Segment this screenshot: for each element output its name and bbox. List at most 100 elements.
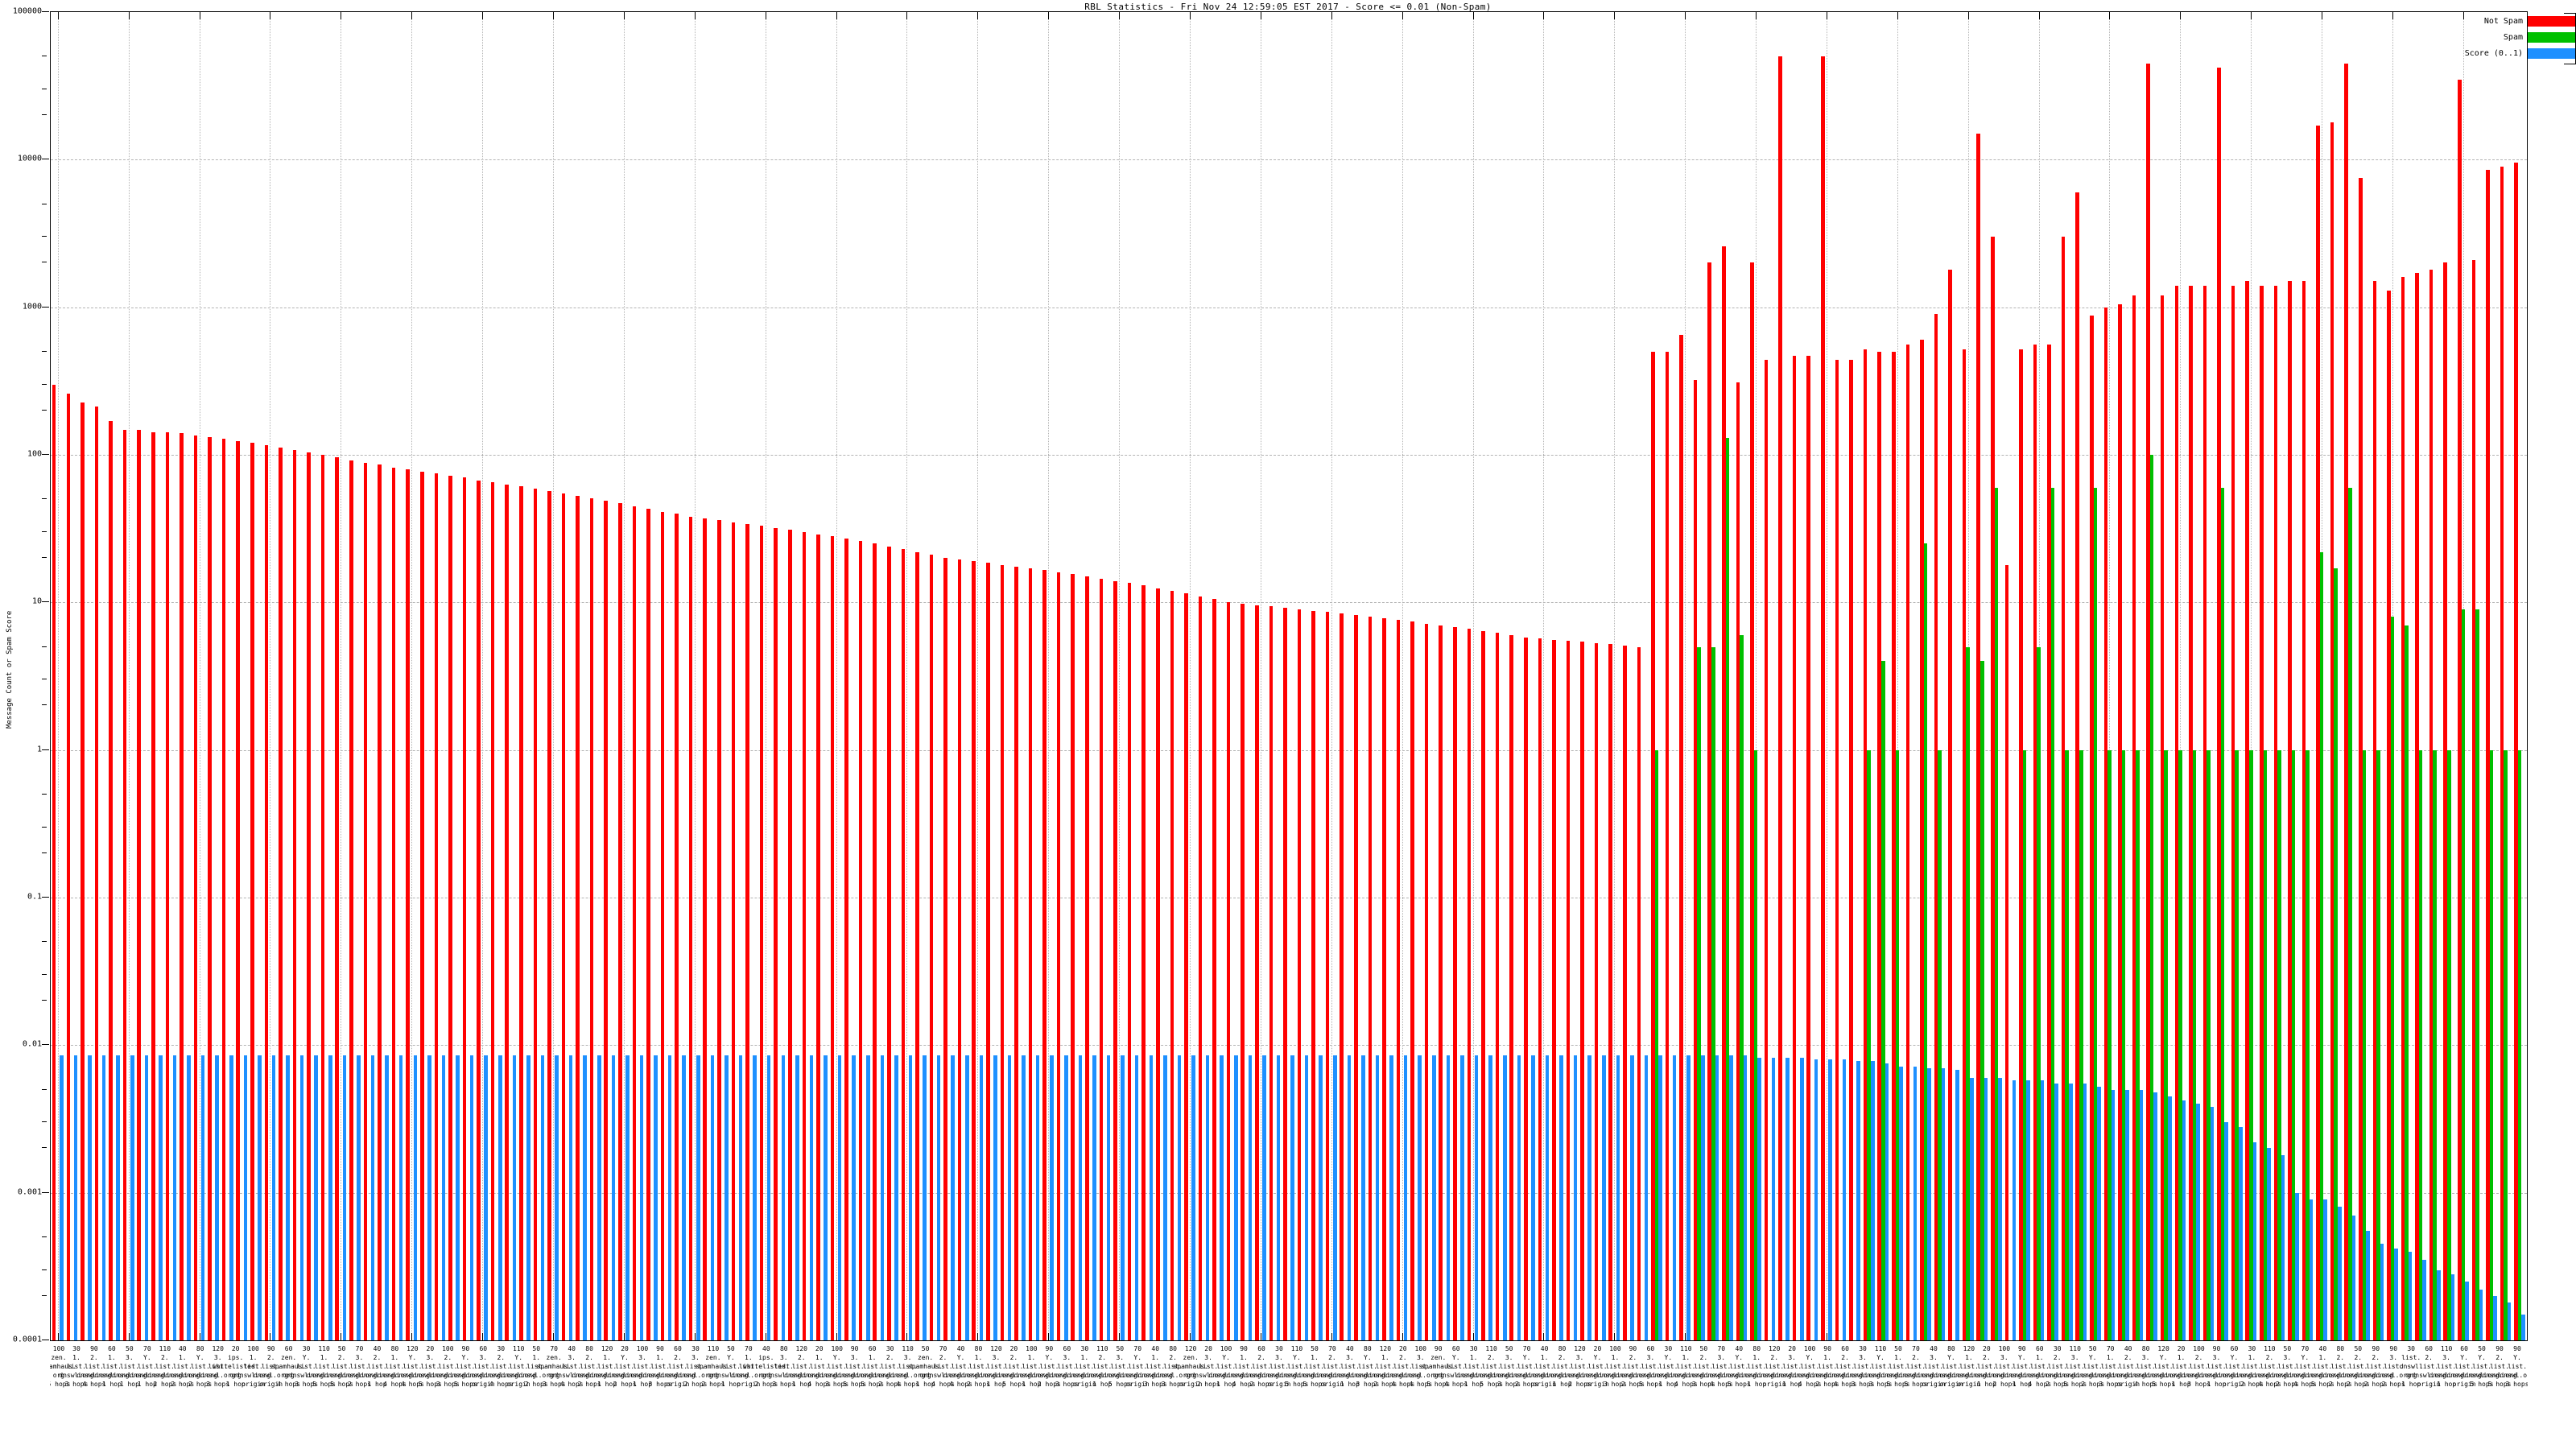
x-tick-label: 30 1. list. dnswl.org origin — [1067, 1345, 1102, 1388]
bar-not-spam — [886, 546, 891, 1340]
x-tick-label: 20 Y. list. dnswl.org origin — [1579, 1345, 1616, 1388]
bar-spam — [2418, 749, 2423, 1340]
gridline-horizontal — [51, 1192, 2527, 1194]
x-tick-label: 120 3. list. dnswl.org 1 hop — [978, 1345, 1014, 1388]
y-tick-label: 0.001 — [17, 1187, 42, 1197]
bar-not-spam — [943, 558, 947, 1340]
x-tick-label: 110 Y. list. dnswl.org 3 hops — [1863, 1345, 1898, 1388]
bar-not-spam — [1396, 620, 1401, 1340]
x-tick-label: 80 3. list. dnswl.org 4 hops — [2128, 1345, 2164, 1388]
bar-not-spam — [1608, 644, 1612, 1340]
bar-score — [1856, 1061, 1860, 1340]
bar-score — [2125, 1089, 2129, 1340]
x-tick-label: 40 Y. list. dnswl.org 4 hops — [943, 1345, 979, 1388]
bar-score — [682, 1055, 687, 1340]
bar-score — [2450, 1274, 2455, 1340]
x-tick-top — [836, 12, 837, 19]
x-tick-label: 120 2. list. dnswl.org 1 hop — [784, 1345, 819, 1388]
y-tick-minor — [42, 973, 47, 975]
bar-not-spam — [80, 402, 85, 1340]
bar-spam — [2306, 749, 2310, 1340]
bar-not-spam — [675, 513, 679, 1340]
bar-score — [568, 1055, 573, 1340]
y-tick-minor — [42, 941, 47, 943]
bar-score — [1333, 1055, 1337, 1340]
bar-spam — [2164, 749, 2169, 1340]
bar-not-spam — [1877, 351, 1881, 1340]
x-tick-label: 100 1. list. dnswl.org origin — [235, 1345, 271, 1388]
bar-not-spam — [787, 530, 792, 1340]
x-tick-top — [2180, 12, 2182, 19]
bar-score — [1007, 1055, 1012, 1340]
bar-not-spam — [1792, 355, 1797, 1340]
bar-spam — [2447, 749, 2451, 1340]
x-tick-label: 20 3. list. dnswl.org 1 hop — [1774, 1345, 1810, 1388]
bar-not-spam — [1523, 637, 1528, 1340]
x-tick-label: 100 2. list. dnswl.org 3 hops — [430, 1345, 466, 1388]
bar-score — [299, 1055, 304, 1340]
bar-not-spam — [236, 440, 240, 1340]
y-tick-label: 0.1 — [27, 892, 42, 902]
x-tick-label: 110 1. list. dnswl.org 5 hops — [306, 1345, 342, 1388]
gridline-horizontal — [51, 602, 2527, 604]
bar-not-spam — [2061, 237, 2066, 1340]
gridline-horizontal — [51, 1340, 2527, 1341]
bar-not-spam — [2217, 68, 2221, 1340]
bar-not-spam — [1184, 593, 1188, 1340]
x-tick-top — [623, 12, 625, 19]
bar-score — [1361, 1055, 1365, 1340]
legend-item-not-spam: Not Spam — [2465, 13, 2576, 29]
x-tick-bottom — [1685, 1333, 1686, 1340]
x-tick-label: 30 2. list. dnswl.org 2 hops — [2040, 1345, 2075, 1388]
x-tick-top — [2109, 12, 2111, 19]
bar-score — [2437, 1269, 2441, 1340]
x-tick-label: 100 2. list. dnswl.org 3 hops — [2181, 1345, 2217, 1388]
plot-area — [50, 11, 2528, 1341]
x-tick-top — [1614, 12, 1616, 19]
bar-not-spam — [2429, 269, 2434, 1340]
bar-score — [1432, 1055, 1436, 1340]
bar-not-spam — [151, 431, 155, 1340]
bar-not-spam — [2401, 277, 2405, 1340]
x-tick-label: 100 3. list. dnswl.org 2 hops — [1987, 1345, 2022, 1388]
bar-spam — [2178, 749, 2182, 1340]
bar-score — [1106, 1055, 1111, 1340]
x-tick-label: 120 3. list. dnswl.org 2 hops — [1562, 1345, 1598, 1388]
x-tick-label: 20 2. list. dnswl.org 1 hop — [1969, 1345, 2004, 1388]
bar-score — [328, 1055, 332, 1340]
bar-spam — [2517, 749, 2522, 1340]
x-tick-label: 70 2. list. dnswl.org origin — [1315, 1345, 1350, 1388]
bar-score — [2394, 1248, 2398, 1340]
x-tick-label: 110 2. list. dnswl.org 2 hops — [147, 1345, 183, 1388]
bar-not-spam — [957, 559, 962, 1340]
gridline-vertical — [1119, 12, 1121, 1340]
bar-not-spam — [1212, 599, 1216, 1340]
bar-spam — [1979, 661, 1984, 1340]
x-tick-label: 30 list. dnswl. org 1 hop — [2399, 1345, 2423, 1388]
x-tick-label: 60 3. list. dnswl.org origin — [465, 1345, 501, 1388]
bar-not-spam — [2372, 281, 2377, 1340]
y-tick-minor — [42, 646, 47, 647]
bar-score — [667, 1055, 672, 1340]
bar-not-spam — [858, 541, 863, 1340]
bar-not-spam — [1863, 349, 1868, 1340]
bar-not-spam — [180, 432, 184, 1340]
bar-score — [583, 1055, 587, 1340]
bar-score — [1488, 1055, 1492, 1340]
x-tick-label: 70 2. list. dnswl.org 5 hops — [1898, 1345, 1934, 1388]
x-tick-label: 60 2. list. dnswl.org 2 hops — [1244, 1345, 1279, 1388]
bar-score — [2168, 1096, 2172, 1340]
bar-score — [456, 1055, 460, 1340]
bar-spam — [2093, 487, 2098, 1340]
bar-not-spam — [1707, 262, 1712, 1340]
legend-label-spam: Spam — [2503, 32, 2523, 42]
legend-item-score: Score (0..1) — [2465, 45, 2576, 61]
bar-score — [1035, 1055, 1040, 1340]
y-tick-minor — [42, 826, 47, 828]
bar-not-spam — [830, 536, 835, 1340]
bar-not-spam — [717, 520, 721, 1340]
bar-not-spam — [1920, 340, 1924, 1340]
bar-not-spam — [660, 512, 665, 1340]
x-tick-label: 110 zen. spamhaus. org 2 hops — [696, 1345, 731, 1388]
